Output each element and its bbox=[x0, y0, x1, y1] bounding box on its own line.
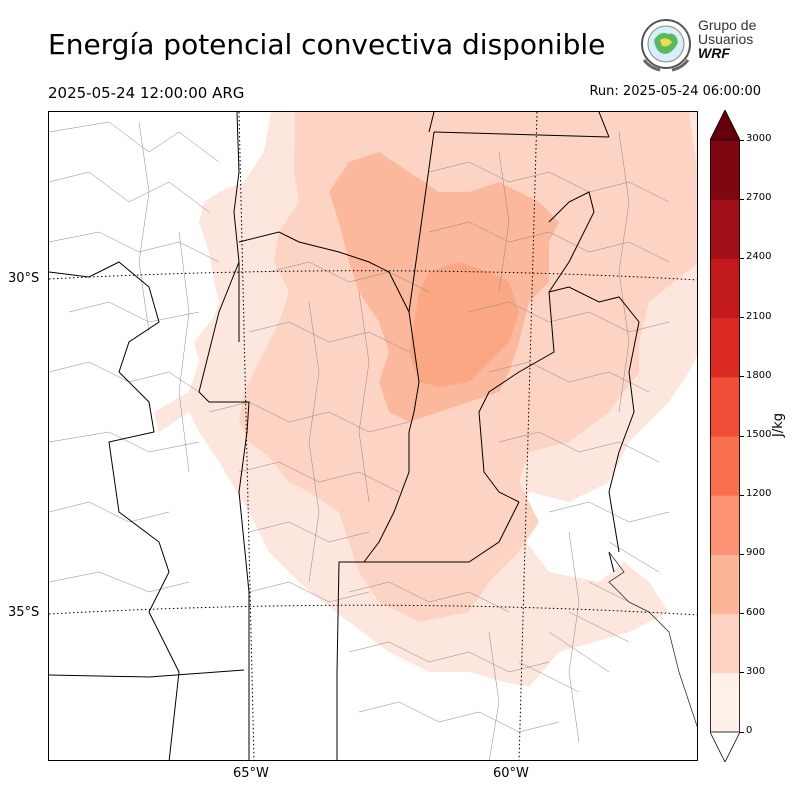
colorbar-tick-label: 2400 bbox=[746, 251, 772, 263]
valid-time: 2025-05-24 12:00:00 ARG bbox=[48, 84, 245, 102]
colorbar-tick-mark bbox=[740, 731, 744, 733]
lat-label-30s: 30°S bbox=[8, 271, 40, 286]
colorbar-unit-label: J/kg bbox=[771, 413, 786, 437]
colorbar-tick-mark bbox=[740, 317, 744, 319]
colorbar-segment bbox=[710, 554, 740, 615]
cape-level-4-region bbox=[409, 262, 519, 387]
colorbar-tick-label: 600 bbox=[746, 606, 766, 618]
logo-text: Grupo de Usuarios WRF bbox=[698, 18, 756, 60]
lat-label-35s: 35°S bbox=[8, 605, 40, 620]
colorbar-tick-mark bbox=[740, 376, 744, 378]
colorbar-tick-mark bbox=[740, 494, 744, 496]
map-frame[interactable] bbox=[48, 111, 698, 761]
colorbar-segment bbox=[710, 613, 740, 674]
colorbar-segment bbox=[710, 199, 740, 259]
logo-line-2: Usuarios bbox=[698, 31, 754, 47]
wrf-group-logo: Grupo de Usuarios WRF bbox=[636, 14, 766, 74]
colorbar bbox=[709, 109, 741, 763]
globe-seal-icon bbox=[641, 19, 691, 72]
colorbar-tick-label: 1500 bbox=[746, 429, 772, 440]
cape-map bbox=[49, 112, 697, 760]
province-boundaries bbox=[49, 112, 640, 760]
colorbar-tick-mark bbox=[740, 198, 744, 200]
colorbar-tick-label: 1800 bbox=[746, 369, 772, 381]
department-boundaries bbox=[49, 121, 670, 760]
colorbar-tick-label: 2100 bbox=[746, 310, 772, 322]
map-title: Energía potencial convectiva disponible bbox=[48, 28, 606, 61]
colorbar-segment bbox=[710, 436, 740, 496]
colorbar-tick-label: 0 bbox=[746, 725, 753, 736]
colorbar-tick-label: 900 bbox=[746, 547, 766, 559]
colorbar-tick-mark bbox=[740, 672, 744, 674]
colorbar-segment bbox=[710, 140, 740, 200]
colorbar-extend-low bbox=[709, 731, 741, 763]
graticule bbox=[49, 112, 697, 760]
colorbar-segment bbox=[710, 317, 740, 378]
colorbar-segment bbox=[710, 672, 740, 733]
colorbar-tick-mark bbox=[740, 435, 744, 437]
colorbar-tick-label: 300 bbox=[746, 665, 766, 677]
colorbar-segment bbox=[710, 376, 740, 437]
colorbar-segment bbox=[710, 258, 740, 319]
colorbar-scale bbox=[709, 109, 741, 763]
colorbar-tick-mark bbox=[740, 553, 744, 555]
colorbar-extend-high bbox=[709, 109, 741, 141]
colorbar-tick-mark bbox=[740, 139, 744, 141]
lon-label-60w: 60°W bbox=[493, 766, 529, 781]
run-time: Run: 2025-05-24 06:00:00 bbox=[589, 84, 761, 99]
colorbar-tick-label: 1200 bbox=[746, 488, 772, 500]
colorbar-tick-mark bbox=[740, 257, 744, 259]
colorbar-tick-mark bbox=[740, 613, 744, 615]
lon-label-65w: 65°W bbox=[233, 766, 269, 781]
colorbar-tick-label: 3000 bbox=[746, 133, 772, 144]
logo-line-3: WRF bbox=[698, 45, 730, 61]
colorbar-segment bbox=[710, 495, 740, 555]
colorbar-outline bbox=[710, 139, 740, 733]
colorbar-tick-label: 2700 bbox=[746, 192, 772, 204]
logo-line-1: Grupo de bbox=[698, 17, 757, 33]
